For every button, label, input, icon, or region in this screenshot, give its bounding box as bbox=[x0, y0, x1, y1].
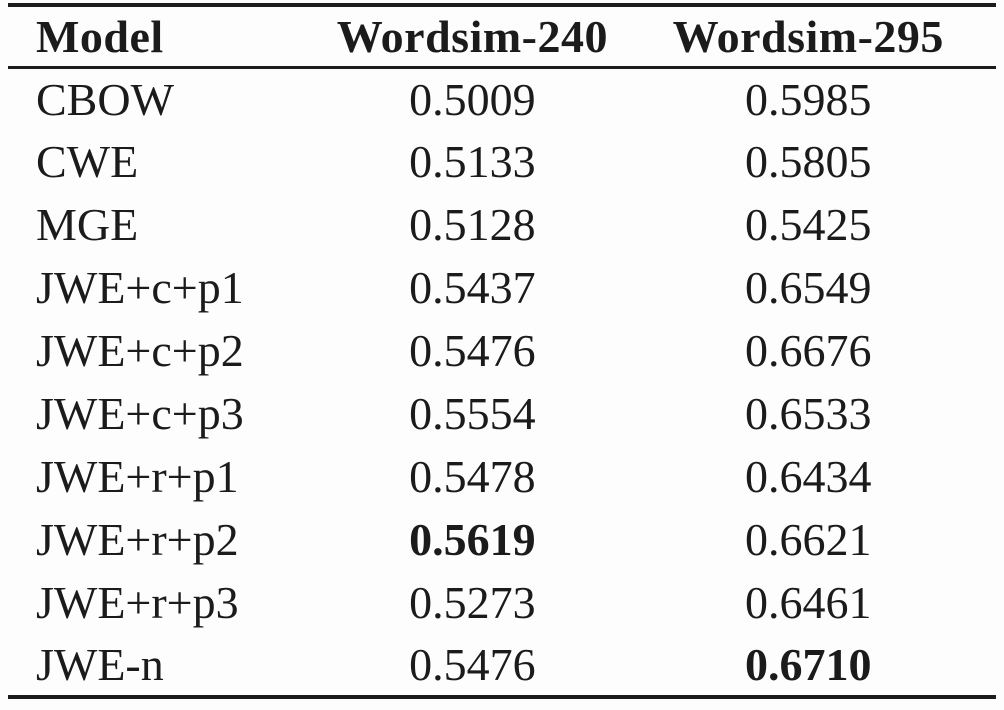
table-row: JWE+r+p2 0.5619 0.6621 bbox=[8, 508, 996, 571]
wordsim295-cell: 0.6676 bbox=[745, 325, 872, 376]
table-row: JWE+c+p3 0.5554 0.6533 bbox=[8, 382, 996, 445]
model-cell: CBOW bbox=[36, 73, 174, 125]
wordsim295-cell: 0.5425 bbox=[745, 199, 872, 250]
wordsim295-cell: 0.5805 bbox=[745, 136, 872, 187]
wordsim240-cell: 0.5476 bbox=[409, 325, 536, 376]
table-row: CWE 0.5133 0.5805 bbox=[8, 130, 996, 193]
table-row: JWE+r+p3 0.5273 0.6461 bbox=[8, 571, 996, 634]
model-cell: JWE+c+p1 bbox=[36, 262, 244, 313]
wordsim295-cell: 0.6710 bbox=[620, 634, 996, 699]
wordsim240-cell: 0.5478 bbox=[409, 451, 536, 502]
model-cell: JWE+c+p2 bbox=[36, 325, 244, 376]
wordsim240-cell: 0.5437 bbox=[409, 262, 536, 313]
results-table: Model Wordsim-240 Wordsim-295 CBOW 0.500… bbox=[8, 3, 996, 699]
wordsim295-cell: 0.6533 bbox=[745, 388, 872, 439]
wordsim295-cell: 0.5985 bbox=[745, 73, 872, 125]
model-cell: JWE+c+p3 bbox=[36, 388, 244, 439]
model-cell: MGE bbox=[36, 199, 139, 250]
table-body: CBOW 0.5009 0.5985 CWE 0.5133 0.5805 MGE… bbox=[8, 67, 996, 699]
wordsim240-cell: 0.5009 bbox=[409, 73, 536, 125]
column-header-wordsim240: Wordsim-240 bbox=[324, 3, 621, 69]
wordsim295-cell: 0.6621 bbox=[745, 514, 872, 565]
table-row: JWE+c+p2 0.5476 0.6676 bbox=[8, 319, 996, 382]
wordsim295-cell: 0.6549 bbox=[745, 262, 872, 313]
column-header-wordsim295: Wordsim-295 bbox=[620, 3, 996, 69]
wordsim240-cell: 0.5476 bbox=[324, 634, 621, 699]
wordsim240-cell: 0.5619 bbox=[409, 514, 536, 565]
wordsim240-cell: 0.5554 bbox=[409, 388, 536, 439]
wordsim240-cell: 0.5273 bbox=[409, 577, 536, 628]
wordsim295-cell: 0.6461 bbox=[745, 577, 872, 628]
model-cell: CWE bbox=[36, 136, 139, 187]
wordsim295-cell: 0.6434 bbox=[745, 451, 872, 502]
table-row: JWE+r+p1 0.5478 0.6434 bbox=[8, 445, 996, 508]
model-cell: JWE+r+p3 bbox=[36, 577, 239, 628]
header-row: Model Wordsim-240 Wordsim-295 bbox=[8, 3, 996, 69]
table-row: CBOW 0.5009 0.5985 bbox=[8, 67, 996, 130]
wordsim240-cell: 0.5128 bbox=[409, 199, 536, 250]
model-cell: JWE-n bbox=[8, 634, 325, 699]
model-cell: JWE+r+p2 bbox=[36, 514, 239, 565]
column-header-model: Model bbox=[8, 3, 325, 69]
table-row: JWE+c+p1 0.5437 0.6549 bbox=[8, 256, 996, 319]
model-cell: JWE+r+p1 bbox=[36, 451, 239, 502]
table-row: JWE-n 0.5476 0.6710 bbox=[8, 634, 996, 699]
wordsim240-cell: 0.5133 bbox=[409, 136, 536, 187]
table-row: MGE 0.5128 0.5425 bbox=[8, 193, 996, 256]
table-header: Model Wordsim-240 Wordsim-295 bbox=[8, 3, 996, 69]
